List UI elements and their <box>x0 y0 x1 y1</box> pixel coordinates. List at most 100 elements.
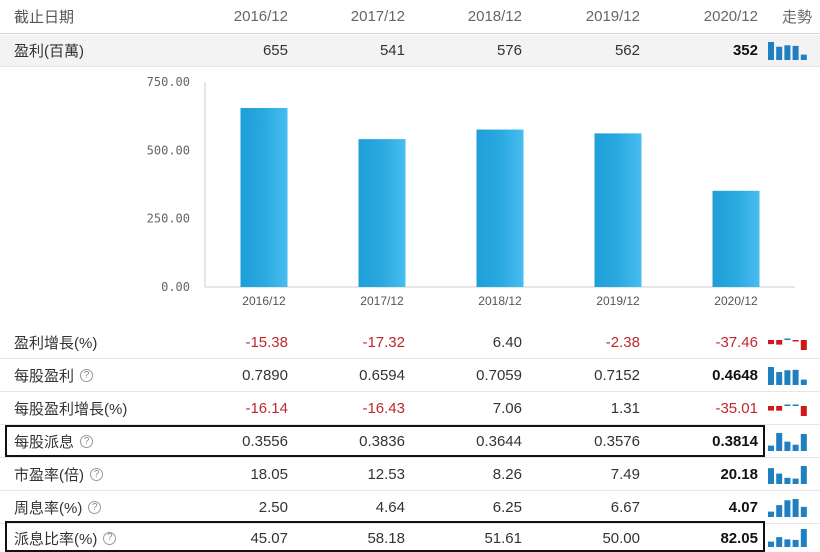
trend-sparkline[interactable] <box>767 432 809 452</box>
sparkline-bar <box>784 441 791 451</box>
table-row: 市盈率(倍)? 18.05 12.53 8.26 7.49 20.18 <box>0 459 820 491</box>
bar <box>358 139 406 287</box>
table-cell: 50.00 <box>602 529 640 547</box>
table-cell: -17.32 <box>362 334 405 351</box>
x-tick-label: 2020/12 <box>714 294 758 308</box>
table-row: 派息比率(%)? 45.07 58.18 51.61 50.00 82.05 <box>0 524 820 552</box>
table-cell: 576 <box>496 42 522 59</box>
table-row: 每股派息? 0.3556 0.3836 0.3644 0.3576 0.3814 <box>0 426 820 458</box>
sparkline-bar <box>768 467 774 484</box>
sparkline-bar <box>792 339 799 341</box>
bar <box>594 133 642 287</box>
row-label: 每股盈利? <box>14 365 94 386</box>
table-row: 每股盈利增長(%) -16.14 -16.43 7.06 1.31 -35.01 <box>0 393 820 425</box>
y-tick-label: 500.00 <box>147 143 190 157</box>
table-row: 周息率(%)? 2.50 4.64 6.25 6.67 4.07 <box>0 492 820 524</box>
sparkline-bar <box>800 465 807 484</box>
sparkline-bar <box>768 41 774 60</box>
trend-sparkline[interactable] <box>767 399 809 419</box>
trend-sparkline[interactable] <box>767 498 809 518</box>
sparkline-bar <box>792 404 799 406</box>
table-cell: 6.40 <box>492 334 522 351</box>
table-cell: 0.6594 <box>359 367 405 384</box>
help-icon[interactable]: ? <box>80 435 94 448</box>
table-cell: 0.3644 <box>476 433 522 450</box>
row-label: 盈利增長(%) <box>14 335 98 352</box>
sparkline-bar <box>776 339 783 345</box>
table-cell: 0.3576 <box>594 433 640 450</box>
sparkline-bar <box>784 338 791 340</box>
help-icon[interactable]: ? <box>90 468 103 481</box>
trend-sparkline[interactable] <box>767 366 809 386</box>
table-row: 盈利(百萬) 655 541 576 562 352 <box>0 35 820 67</box>
trend-sparkline[interactable] <box>767 333 809 353</box>
trend-header: 走勢 <box>781 9 812 26</box>
table-cell: 0.3836 <box>359 433 405 450</box>
table-cell: 1.31 <box>610 400 640 417</box>
x-tick-label: 2017/12 <box>360 294 404 308</box>
row-label: 每股派息? <box>14 431 94 452</box>
table-cell: 12.53 <box>367 466 405 483</box>
sparkline-bar <box>792 478 799 484</box>
sparkline-bar <box>800 379 807 385</box>
sparkline-bar <box>784 539 791 547</box>
table-header: 截止日期 2016/12 2017/12 2018/12 2019/12 202… <box>0 0 820 34</box>
y-tick-label: 750.00 <box>147 75 190 89</box>
sparkline-bar <box>768 541 774 547</box>
table-cell: 51.61 <box>484 529 522 547</box>
y-tick-label: 250.00 <box>147 212 190 226</box>
table-cell: 4.07 <box>728 499 758 516</box>
year-header: 2016/12 <box>233 8 288 25</box>
sparkline-bar <box>776 405 783 411</box>
help-icon[interactable]: ? <box>88 501 102 514</box>
trend-sparkline[interactable] <box>767 41 809 61</box>
table-cell: 8.26 <box>492 466 522 483</box>
sparkline-bar <box>768 445 774 451</box>
bar <box>712 190 760 287</box>
table-cell: 0.3556 <box>242 433 288 450</box>
table-cell: 20.18 <box>720 466 758 483</box>
table-cell: 6.67 <box>610 499 640 516</box>
help-icon[interactable]: ? <box>103 531 117 545</box>
table-cell: -16.43 <box>362 400 405 417</box>
profit-bar-chart: 0.00 250.00 500.00 750.00 2016/12 2017/12 2018… <box>147 75 795 308</box>
x-tick-label: 2018/12 <box>478 294 522 308</box>
sparkline-bar <box>776 473 783 484</box>
row-label: 市盈率(倍)? <box>14 464 103 485</box>
sparkline-bar <box>800 54 807 60</box>
table-cell: 0.4648 <box>712 367 758 384</box>
trend-sparkline[interactable] <box>767 465 809 485</box>
table-cell: 541 <box>379 42 405 59</box>
help-icon[interactable]: ? <box>80 369 94 382</box>
sparkline-bar <box>800 405 807 416</box>
sparkline-bar <box>784 499 791 517</box>
sparkline-bar <box>784 404 791 406</box>
date-header-label: 截止日期 <box>14 9 75 26</box>
row-label: 盈利(百萬) <box>14 43 84 60</box>
row-label: 周息率(%)? <box>14 497 102 518</box>
table-cell: 82.05 <box>720 529 758 547</box>
row-label: 派息比率(%)? <box>14 528 117 549</box>
table-cell: 45.07 <box>250 529 288 547</box>
sparkline-bar <box>792 539 799 547</box>
bar <box>476 129 524 287</box>
table-cell: 7.49 <box>610 466 640 483</box>
table-cell: 6.25 <box>492 499 522 516</box>
table-cell: 562 <box>614 42 640 59</box>
year-header: 2017/12 <box>350 8 405 25</box>
table-cell: -2.38 <box>605 334 640 351</box>
table-cell: 58.18 <box>367 529 405 547</box>
y-tick-label: 0.00 <box>161 280 190 294</box>
table-cell: -16.14 <box>245 400 288 417</box>
sparkline-bar <box>792 498 799 517</box>
trend-sparkline[interactable] <box>767 528 809 548</box>
table-cell: 7.06 <box>492 400 522 417</box>
sparkline-bar <box>784 369 791 385</box>
sparkline-bar <box>792 45 799 60</box>
table-cell: 4.64 <box>375 499 405 516</box>
sparkline-bar <box>776 432 783 451</box>
year-header: 2019/12 <box>585 8 640 25</box>
sparkline-bar <box>768 339 774 344</box>
table-cell: 655 <box>262 42 288 59</box>
sparkline-bar <box>776 504 783 517</box>
